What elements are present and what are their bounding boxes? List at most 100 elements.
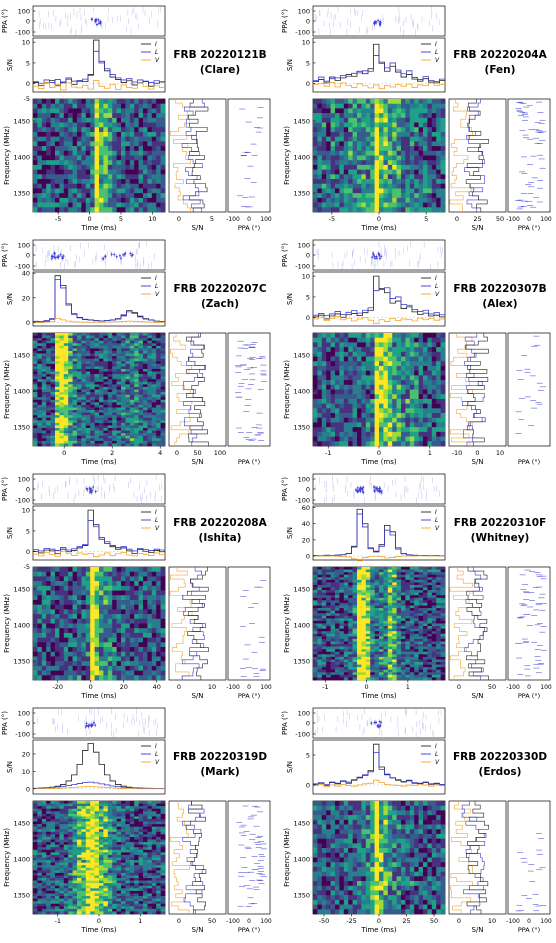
heatmap-cell	[33, 356, 38, 359]
heatmap-cell	[134, 638, 139, 643]
heatmap-cell	[121, 428, 126, 431]
heatmap-cell	[86, 193, 91, 198]
heatmap-cell	[130, 600, 135, 605]
heatmap-cell	[441, 160, 446, 165]
heatmap-cell	[33, 384, 38, 387]
heatmap-cell	[51, 581, 56, 586]
heatmap-cell	[64, 333, 69, 336]
heatmap-cell	[419, 375, 424, 380]
heatmap-cell	[361, 203, 366, 208]
heatmap-cell	[348, 113, 353, 118]
heatmap-cell	[313, 151, 318, 156]
sn-tick-label: 10	[22, 39, 30, 47]
heatmap-cell	[42, 356, 47, 359]
heatmap-cell	[344, 408, 349, 413]
ppa-tick-label: 100	[298, 8, 310, 16]
heatmap-cell	[143, 198, 148, 203]
heatmap-cell	[405, 160, 410, 165]
heatmap-cell	[353, 390, 358, 395]
heatmap-cell	[59, 619, 64, 624]
heatmap-cell	[81, 141, 86, 146]
heatmap-cell	[77, 372, 82, 375]
heatmap-cell	[68, 609, 73, 614]
ppa-tick-label: 100	[18, 242, 30, 250]
heatmap-cell	[95, 609, 100, 614]
heatmap-cell	[125, 351, 130, 354]
heatmap-cell	[357, 342, 362, 347]
heatmap-cell	[161, 343, 166, 346]
heatmap-cell	[37, 359, 42, 362]
heatmap-cell	[379, 408, 384, 413]
heatmap-cell	[117, 397, 122, 400]
heatmap-cell	[139, 438, 144, 441]
heatmap-cell	[161, 407, 166, 410]
heatmap-cell	[42, 184, 47, 189]
heatmap-cell	[86, 198, 91, 203]
heatmap-cell	[441, 179, 446, 184]
heatmap-cell	[125, 127, 130, 132]
heatmap-cell	[103, 425, 108, 428]
heatmap-cell	[112, 638, 117, 643]
heatmap-cell	[59, 118, 64, 123]
heatmap-cell	[423, 437, 428, 442]
heatmap-cell	[392, 156, 397, 161]
heatmap-cell	[388, 390, 393, 395]
heatmap-cell	[134, 591, 139, 596]
heatmap-cell	[33, 415, 38, 418]
heatmap-cell	[339, 151, 344, 156]
heatmap-cell	[64, 179, 69, 184]
heatmap-cell	[410, 385, 415, 390]
heatmap-cell	[99, 132, 104, 137]
heatmap-cell	[405, 207, 410, 212]
heatmap-cell	[125, 400, 130, 403]
heatmap-cell	[108, 624, 113, 629]
heatmap-cell	[59, 433, 64, 436]
heatmap-cell	[33, 99, 38, 104]
heatmap-cell	[348, 347, 353, 352]
heatmap-cell	[68, 369, 73, 372]
heatmap-cell	[143, 410, 148, 413]
heatmap-cell	[139, 198, 144, 203]
heatmap-cell	[108, 99, 113, 104]
sn-tick-label: 0	[26, 80, 30, 88]
heatmap-cell	[103, 384, 108, 387]
heatmap-cell	[130, 390, 135, 393]
heatmap-cell	[103, 348, 108, 351]
heatmap-cell	[161, 369, 166, 372]
heatmap-cell	[77, 395, 82, 398]
heatmap-cell	[95, 586, 100, 591]
heatmap-cell	[64, 364, 69, 367]
heatmap-cell	[125, 576, 130, 581]
heatmap-cell	[90, 647, 95, 652]
heatmap-cell	[81, 179, 86, 184]
heatmap-cell	[37, 170, 42, 175]
heatmap-cell	[375, 366, 380, 371]
heatmap-cell	[90, 354, 95, 357]
heatmap-cell	[86, 108, 91, 113]
heatmap-cell	[405, 408, 410, 413]
heatmap-cell	[77, 572, 82, 577]
heatmap-cell	[95, 338, 100, 341]
heatmap-cell	[152, 384, 157, 387]
heatmap-cell	[156, 146, 161, 151]
heatmap-cell	[147, 628, 152, 633]
heatmap-cell	[383, 127, 388, 132]
heatmap-cell	[423, 151, 428, 156]
heatmap-cell	[401, 184, 406, 189]
heatmap-cell	[90, 141, 95, 146]
chart-subtitle: (Clare)	[200, 64, 240, 76]
heatmap-cell	[42, 642, 47, 647]
heatmap-cell	[64, 379, 69, 382]
heatmap-cell	[81, 170, 86, 175]
heatmap-cell	[55, 567, 60, 572]
heatmap-cell	[77, 567, 82, 572]
heatmap-cell	[147, 661, 152, 666]
heatmap-cell	[410, 184, 415, 189]
heatmap-cell	[68, 351, 73, 354]
heatmap-cell	[339, 357, 344, 362]
heatmap-cell	[370, 174, 375, 179]
heatmap-cell	[103, 146, 108, 151]
heatmap-cell	[81, 99, 86, 104]
heatmap-cell	[143, 638, 148, 643]
heatmap-cell	[161, 361, 166, 364]
